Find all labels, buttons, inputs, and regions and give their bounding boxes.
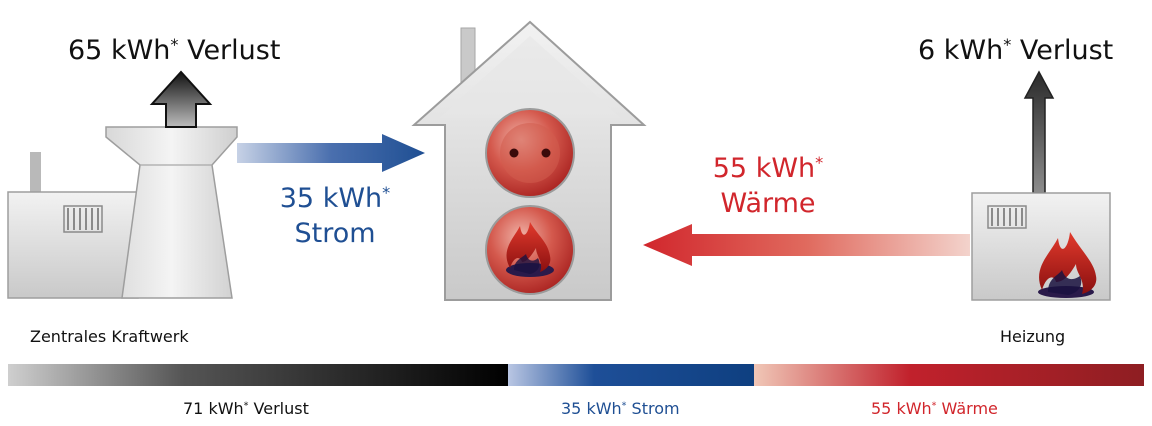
heater-name-label: Heizung (1000, 327, 1066, 346)
flame-icon (485, 205, 575, 295)
summary-bar-loss (8, 364, 508, 386)
electricity-arrow-icon (237, 134, 425, 172)
heat-label: 55 kWh* Wärme (712, 153, 824, 219)
summary-bar-electricity (508, 364, 754, 386)
heater-loss-label: 6 kWh* Verlust (918, 35, 1114, 66)
legend-electricity-label: 35 kWh* Strom (561, 399, 680, 418)
socket-icon (485, 108, 575, 198)
heat-arrow-icon (643, 224, 970, 266)
heater-icon (971, 192, 1111, 301)
legend-loss-label: 71 kWh* Verlust (183, 399, 309, 418)
power-plant-icon (7, 126, 238, 299)
plant-loss-label: 65 kWh* Verlust (68, 35, 281, 66)
plant-name-label: Zentrales Kraftwerk (30, 327, 189, 346)
legend-heat-label: 55 kWh* Wärme (871, 399, 998, 418)
electricity-label: 35 kWh* Strom (279, 183, 391, 249)
summary-bar-heat (754, 364, 1144, 386)
heater-loss-arrow-icon (1023, 70, 1055, 194)
loss-arrow-up-icon (149, 70, 213, 128)
